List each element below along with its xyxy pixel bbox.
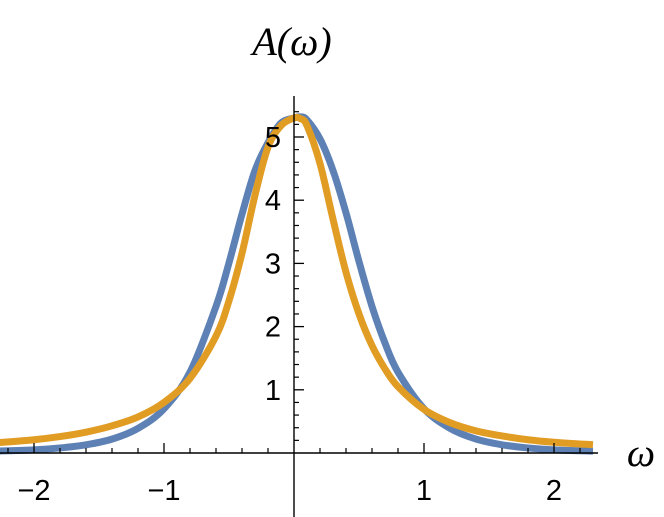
series-line-2 (0, 113, 594, 449)
y-tick-label: 1 (265, 375, 281, 407)
y-tick-label: 2 (265, 312, 281, 344)
y-tick-label: 5 (265, 122, 281, 154)
x-axis-title: ω (627, 430, 655, 475)
x-tick-label: −1 (147, 475, 180, 507)
series-line-1 (0, 113, 594, 455)
series-layer (0, 113, 594, 455)
y-axis-title: A(ω) (249, 19, 331, 64)
axes: −2 −1 1 2 1 2 3 4 5 (0, 96, 598, 517)
x-tick-label: 1 (416, 475, 432, 507)
y-tick-label: 4 (265, 185, 281, 217)
x-tick-label: −2 (17, 475, 50, 507)
x-tick-label: 2 (546, 475, 562, 507)
y-tick-label: 3 (265, 248, 281, 280)
